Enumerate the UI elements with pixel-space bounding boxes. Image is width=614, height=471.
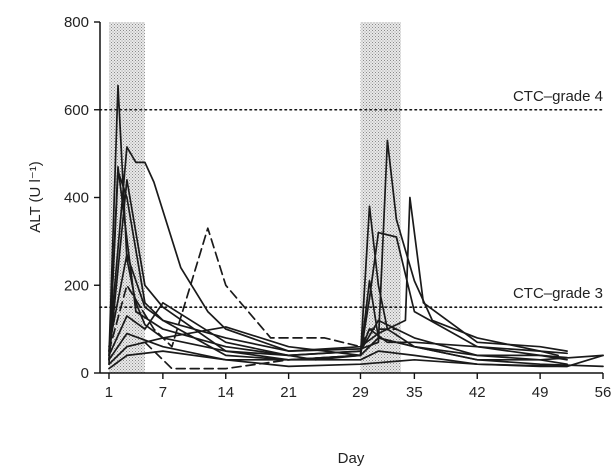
- series-line-4: [108, 139, 559, 357]
- x-tick-label-1: 1: [105, 384, 113, 401]
- series-line-6: [108, 196, 568, 352]
- y-tick-label-600: 600: [64, 102, 89, 119]
- y-axis-title: ALT (U l⁻¹): [27, 161, 44, 233]
- series-lines: [108, 84, 604, 370]
- series-line-5: [108, 179, 568, 361]
- series-line-10: [108, 350, 604, 370]
- series-line-7: [108, 301, 568, 361]
- x-tick-label-56: 56: [595, 384, 612, 401]
- reference-label-1: CTC–grade 4: [513, 88, 603, 105]
- x-tick-label-49: 49: [532, 384, 549, 401]
- tick-marks: [94, 21, 604, 379]
- y-tick-label-400: 400: [64, 190, 89, 207]
- x-tick-label-42: 42: [469, 384, 486, 401]
- x-tick-label-29: 29: [352, 384, 369, 401]
- y-tick-label-800: 800: [64, 14, 89, 31]
- tick-labels: 1 7 14 21 29 35 42 49 56 0 200 400 600 800: [64, 14, 611, 401]
- reference-label-2: CTC–grade 3: [513, 285, 603, 302]
- axes: [99, 22, 603, 374]
- series-line-11: [108, 227, 398, 352]
- x-axis-title: Day: [338, 450, 365, 467]
- series-line-2: [108, 165, 568, 361]
- shaded-periods: [108, 22, 401, 373]
- y-tick-label-0: 0: [81, 365, 89, 382]
- series-line-1: [108, 84, 568, 366]
- reference-lines: CTC–grade 4 CTC–grade 3: [99, 88, 604, 308]
- x-tick-label-7: 7: [159, 384, 167, 401]
- y-tick-label-200: 200: [64, 277, 89, 294]
- x-tick-label-21: 21: [280, 384, 297, 401]
- series-line-12: [144, 341, 362, 370]
- x-tick-label-14: 14: [217, 384, 234, 401]
- x-tick-label-35: 35: [406, 384, 423, 401]
